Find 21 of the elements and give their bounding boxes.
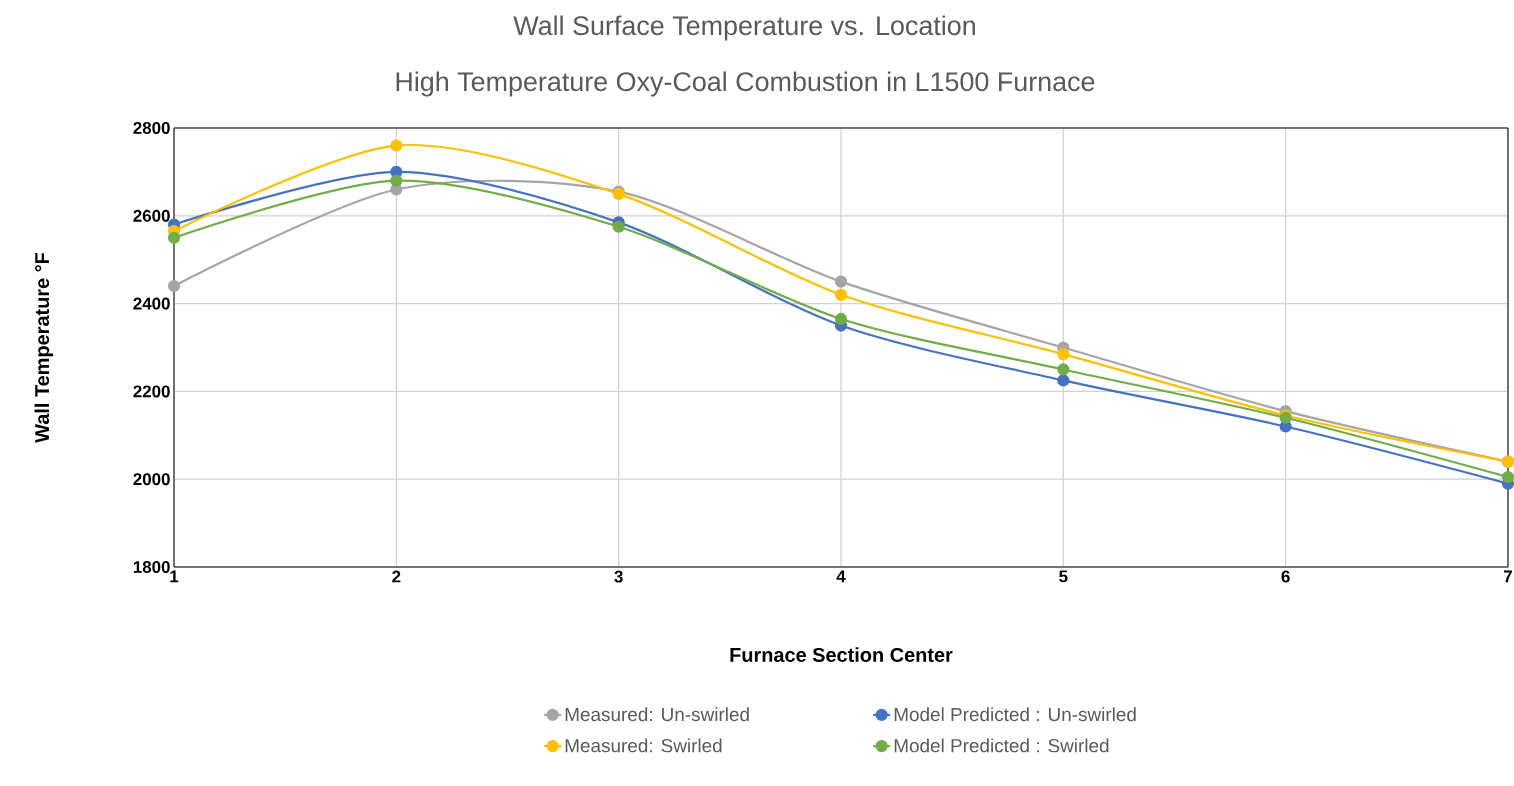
legend-label: Measured: Un-swirled	[565, 707, 749, 722]
y-tick-label: 1800	[133, 561, 170, 573]
legend-label: Model Predicted : Un-swirled	[894, 707, 1136, 722]
y-tick-label: 2600	[133, 209, 170, 222]
chart-subtitle: High Temperature Oxy-Coal Combustion in L1500 Furnace	[396, 71, 1095, 97]
y-axis-title: Wall Temperature °F	[34, 252, 54, 443]
y-tick-label: 2400	[133, 297, 170, 310]
legend-label: Measured: Swirled	[565, 738, 722, 753]
x-tick-label: 7	[1504, 570, 1512, 583]
x-tick-label: 4	[836, 570, 846, 583]
chart-title: Wall Surface Temperature vs. Location	[513, 15, 975, 41]
x-axis-title: Furnace Section Center	[730, 647, 953, 662]
y-tick-label: 2000	[133, 473, 170, 486]
y-tick-label: 2200	[133, 385, 170, 398]
x-tick-label: 1	[170, 570, 179, 583]
legend-label: Model Predicted : Swirled	[894, 738, 1109, 753]
x-tick-label: 3	[614, 570, 623, 583]
x-tick-label: 6	[1281, 570, 1290, 583]
x-tick-label: 2	[392, 570, 401, 583]
x-tick-label: 5	[1059, 570, 1068, 583]
y-tick-label: 2800	[133, 122, 170, 134]
